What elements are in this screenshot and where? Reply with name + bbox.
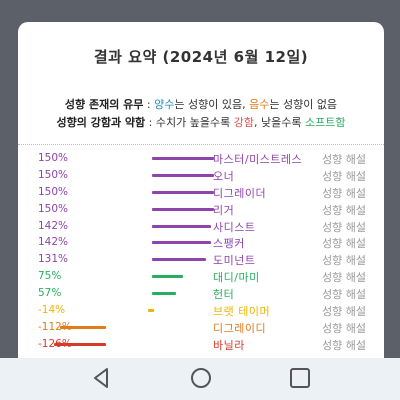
result-row: 142% 스팽커 성향 해설 [18, 234, 384, 251]
row-explanation-link[interactable]: 성향 해설 [322, 220, 366, 234]
divider [18, 144, 384, 145]
row-percent: 142% [38, 236, 69, 249]
row-bar [152, 157, 214, 160]
row-bar [152, 292, 176, 296]
row-percent: 150% [38, 168, 69, 181]
result-row: 57% 헌터 성향 해설 [18, 285, 384, 302]
row-percent: 150% [38, 152, 69, 164]
result-row: 150% 마스터/미스트레스 성향 해설 [18, 150, 384, 167]
row-explanation-link[interactable]: 성향 해설 [322, 321, 366, 335]
row-bar [152, 275, 183, 279]
result-row: -14% 브랫 테이머 성향 해설 [18, 302, 384, 319]
row-bar [152, 224, 211, 228]
row-percent: 75% [38, 270, 62, 283]
result-row: 142% 사디스트 성향 해설 [18, 218, 384, 235]
strong-label: 강함 [233, 116, 254, 129]
result-card: 결과 요약 (2024년 6월 12일) 성향 존재의 유무 : 양수는 성향이… [18, 22, 384, 362]
row-explanation-link[interactable]: 성향 해설 [322, 338, 366, 352]
row-bar [152, 190, 214, 194]
recents-icon[interactable] [288, 366, 312, 390]
result-row: -112% 디그레이디 성향 해설 [18, 319, 384, 336]
negative-label: 음수 [249, 98, 270, 111]
row-percent: 142% [38, 219, 69, 232]
row-type-name: 디그레이더 [213, 186, 267, 200]
row-bar [152, 241, 211, 245]
back-icon[interactable] [89, 366, 113, 390]
result-row: 150% 오너 성향 해설 [18, 167, 384, 184]
row-percent: 57% [38, 287, 62, 300]
legend: 성향 존재의 유무 : 양수는 성향이 있음, 음수는 성향이 없음 성향의 강… [18, 96, 384, 132]
row-type-name: 마스터/미스트레스 [213, 153, 303, 166]
row-type-name: 브랫 테이머 [213, 305, 271, 319]
result-row: 150% 디그레이더 성향 해설 [18, 184, 384, 201]
row-explanation-link[interactable]: 성향 해설 [322, 271, 366, 285]
legend-existence-label: 성향 존재의 유무 [64, 98, 144, 111]
legend-line-strength: 성향의 강함과 약함 : 수치가 높을수록 강함, 낮을수록 소프트함 [56, 116, 346, 129]
page-title: 결과 요약 (2024년 6월 12일) [93, 48, 309, 66]
row-type-name: 도미넌트 [213, 254, 256, 268]
row-percent: -14% [38, 304, 66, 317]
row-type-name: 대디/마미 [213, 271, 260, 285]
row-bar [152, 173, 214, 177]
row-explanation-link[interactable]: 성향 해설 [322, 153, 366, 166]
row-percent: 150% [38, 202, 69, 215]
row-bar [59, 325, 106, 329]
row-bar [152, 258, 207, 262]
row-bar [152, 207, 214, 211]
soft-label: 소프트함 [304, 116, 346, 129]
row-bar [53, 342, 106, 346]
row-type-name: 스팽커 [213, 237, 245, 251]
legend-strength-label: 성향의 강함과 약함 [56, 116, 146, 129]
result-row: 150% 리거 성향 해설 [18, 201, 384, 218]
row-explanation-link[interactable]: 성향 해설 [322, 288, 366, 302]
android-nav-bar [0, 358, 400, 400]
row-explanation-link[interactable]: 성향 해설 [322, 254, 366, 268]
row-type-name: 오너 [213, 169, 235, 183]
row-type-name: 디그레이디 [213, 321, 267, 335]
row-explanation-link[interactable]: 성향 해설 [322, 203, 366, 217]
row-percent: -112% [38, 320, 72, 333]
row-explanation-link[interactable]: 성향 해설 [322, 305, 366, 319]
legend-line-existence: 성향 존재의 유무 : 양수는 성향이 있음, 음수는 성향이 없음 [64, 98, 338, 111]
row-type-name: 사디스트 [213, 220, 256, 234]
row-explanation-link[interactable]: 성향 해설 [322, 186, 366, 200]
positive-label: 양수 [154, 98, 175, 111]
row-percent: 150% [38, 185, 69, 198]
result-list: 150% 마스터/미스트레스 성향 해설 150% 오너 성향 해설 150% 디그레이더 성향… [18, 150, 384, 353]
row-type-name: 헌터 [213, 288, 235, 302]
result-row: 75% 대디/마미 성향 해설 [18, 268, 384, 285]
row-bar [148, 309, 154, 313]
result-row: 131% 도미넌트 성향 해설 [18, 251, 384, 268]
row-explanation-link[interactable]: 성향 해설 [322, 169, 366, 183]
row-explanation-link[interactable]: 성향 해설 [322, 237, 366, 251]
row-type-name: 바닐라 [213, 338, 245, 352]
row-type-name: 리거 [213, 203, 235, 217]
row-percent: 131% [38, 253, 69, 266]
home-icon[interactable] [189, 366, 213, 390]
